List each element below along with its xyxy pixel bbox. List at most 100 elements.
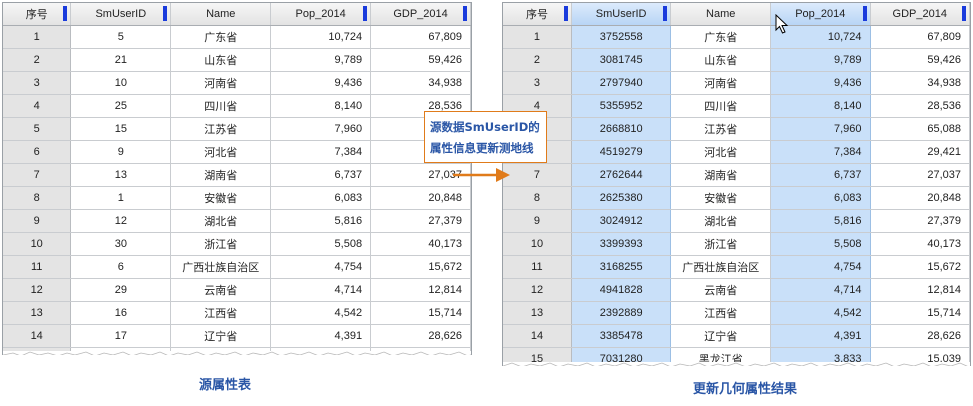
- row-index-cell[interactable]: 11: [503, 255, 572, 279]
- table-row[interactable]: 3 2797940 河南省 9,436 34,938: [503, 71, 970, 95]
- table-row[interactable]: 14 3385478 辽宁省 4,391 28,626: [503, 324, 970, 348]
- name-cell[interactable]: 广西壮族自治区: [170, 255, 272, 279]
- table-row[interactable]: 7 13 湖南省 6,737 27,037: [3, 163, 471, 187]
- column-header-index[interactable]: 序号: [503, 3, 572, 26]
- pop-2014-cell[interactable]: 9,789: [770, 48, 871, 72]
- pop-2014-cell[interactable]: 7,384: [770, 140, 871, 164]
- pop-2014-cell[interactable]: 4,542: [770, 301, 871, 325]
- row-index-cell[interactable]: 2: [503, 48, 572, 72]
- smuserid-cell[interactable]: 2625380: [571, 186, 672, 210]
- smuserid-cell[interactable]: 4941828: [571, 278, 672, 302]
- column-header-smuserid[interactable]: SmUserID: [70, 3, 172, 26]
- row-index-cell[interactable]: 3: [503, 71, 572, 95]
- smuserid-cell[interactable]: 6: [70, 255, 172, 279]
- gdp-2014-cell[interactable]: 67,809: [870, 25, 970, 49]
- gdp-2014-cell[interactable]: 27,379: [370, 209, 471, 233]
- pop-2014-cell[interactable]: 4,391: [770, 324, 871, 348]
- table-row[interactable]: 13 16 江西省 4,542 15,714: [3, 301, 471, 325]
- row-index-cell[interactable]: 4: [3, 94, 72, 118]
- smuserid-cell[interactable]: 21: [70, 48, 172, 72]
- name-cell[interactable]: 山东省: [670, 48, 772, 72]
- smuserid-cell[interactable]: 5: [70, 25, 172, 49]
- smuserid-cell[interactable]: 3168255: [571, 255, 672, 279]
- name-cell[interactable]: 广东省: [170, 25, 272, 49]
- smuserid-cell[interactable]: 17: [70, 324, 172, 348]
- pop-2014-cell[interactable]: 3,833: [770, 347, 871, 366]
- gdp-2014-cell[interactable]: 15,714: [870, 301, 970, 325]
- table-row[interactable]: 8 2625380 安徽省 6,083 20,848: [503, 186, 970, 210]
- pop-2014-cell[interactable]: 6,737: [270, 163, 372, 187]
- name-cell[interactable]: 辽宁省: [170, 324, 272, 348]
- pop-2014-cell[interactable]: 7,960: [270, 117, 372, 141]
- name-cell[interactable]: 江苏省: [670, 117, 772, 141]
- name-cell[interactable]: 湖北省: [170, 209, 272, 233]
- gdp-2014-cell[interactable]: 40,173: [870, 232, 970, 256]
- name-cell[interactable]: 江西省: [670, 301, 772, 325]
- gdp-2014-cell[interactable]: 27,037: [370, 163, 471, 187]
- table-row[interactable]: 4 25 四川省 8,140 28,536: [3, 94, 471, 118]
- smuserid-cell[interactable]: 3385478: [571, 324, 672, 348]
- pop-2014-cell[interactable]: 4,714: [770, 278, 871, 302]
- table-row[interactable]: 7 2762644 湖南省 6,737 27,037: [503, 163, 970, 187]
- name-cell[interactable]: 四川省: [670, 94, 772, 118]
- table-row[interactable]: 4 5355952 四川省 8,140 28,536: [503, 94, 970, 118]
- smuserid-cell[interactable]: 2392889: [571, 301, 672, 325]
- pop-2014-cell[interactable]: 9,436: [770, 71, 871, 95]
- name-cell[interactable]: 河北省: [670, 140, 772, 164]
- row-index-cell[interactable]: 13: [3, 301, 72, 325]
- row-index-cell[interactable]: 13: [503, 301, 572, 325]
- row-index-cell[interactable]: 7: [3, 163, 72, 187]
- name-cell[interactable]: 浙江省: [670, 232, 772, 256]
- gdp-2014-cell[interactable]: 28,536: [870, 94, 970, 118]
- pop-2014-cell[interactable]: 6,083: [770, 186, 871, 210]
- row-index-cell[interactable]: 10: [503, 232, 572, 256]
- row-index-cell[interactable]: 7: [503, 163, 572, 187]
- table-row[interactable]: 2 3081745 山东省 9,789 59,426: [503, 48, 970, 72]
- row-index-cell[interactable]: 1: [3, 25, 72, 49]
- table-row[interactable]: 9 3024912 湖北省 5,816 27,379: [503, 209, 970, 233]
- table-row[interactable]: 9 12 湖北省 5,816 27,379: [3, 209, 471, 233]
- table-row[interactable]: 8 1 安徽省 6,083 20,848: [3, 186, 471, 210]
- pop-2014-cell[interactable]: 7,960: [770, 117, 871, 141]
- name-cell[interactable]: 河南省: [170, 71, 272, 95]
- name-cell[interactable]: 江苏省: [170, 117, 272, 141]
- pop-2014-cell[interactable]: 4,714: [270, 278, 372, 302]
- row-index-cell[interactable]: 14: [3, 324, 72, 348]
- column-header-pop-2014[interactable]: Pop_2014: [270, 3, 372, 26]
- gdp-2014-cell[interactable]: 59,426: [870, 48, 970, 72]
- pop-2014-cell[interactable]: 5,508: [770, 232, 871, 256]
- row-index-cell[interactable]: 14: [503, 324, 572, 348]
- gdp-2014-cell[interactable]: 27,037: [870, 163, 970, 187]
- gdp-2014-cell[interactable]: 15,672: [370, 255, 471, 279]
- pop-2014-cell[interactable]: 4,542: [270, 301, 372, 325]
- row-index-cell[interactable]: 9: [3, 209, 72, 233]
- gdp-2014-cell[interactable]: 15,714: [370, 301, 471, 325]
- pop-2014-cell[interactable]: 6,083: [270, 186, 372, 210]
- smuserid-cell[interactable]: 9: [70, 140, 172, 164]
- gdp-2014-cell[interactable]: 20,848: [370, 186, 471, 210]
- name-cell[interactable]: 云南省: [670, 278, 772, 302]
- pop-2014-cell[interactable]: 9,789: [270, 48, 372, 72]
- column-header-name[interactable]: Name: [170, 3, 272, 26]
- name-cell[interactable]: 广西壮族自治区: [670, 255, 772, 279]
- name-cell[interactable]: 辽宁省: [670, 324, 772, 348]
- column-header-gdp-2014[interactable]: GDP_2014: [870, 3, 970, 26]
- pop-2014-cell[interactable]: 4,754: [770, 255, 871, 279]
- row-index-cell[interactable]: 8: [3, 186, 72, 210]
- smuserid-cell[interactable]: 12: [70, 209, 172, 233]
- table-row[interactable]: 12 29 云南省 4,714 12,814: [3, 278, 471, 302]
- column-header-name[interactable]: Name: [670, 3, 772, 26]
- pop-2014-cell[interactable]: 7,384: [270, 140, 372, 164]
- column-header-index[interactable]: 序号: [3, 3, 72, 26]
- name-cell[interactable]: 山东省: [170, 48, 272, 72]
- name-cell[interactable]: 河北省: [170, 140, 272, 164]
- name-cell[interactable]: 江西省: [170, 301, 272, 325]
- row-index-cell[interactable]: 15: [503, 347, 572, 366]
- pop-2014-cell[interactable]: 6,737: [770, 163, 871, 187]
- smuserid-cell[interactable]: 16: [70, 301, 172, 325]
- gdp-2014-cell[interactable]: 28,626: [370, 324, 471, 348]
- smuserid-cell[interactable]: 3081745: [571, 48, 672, 72]
